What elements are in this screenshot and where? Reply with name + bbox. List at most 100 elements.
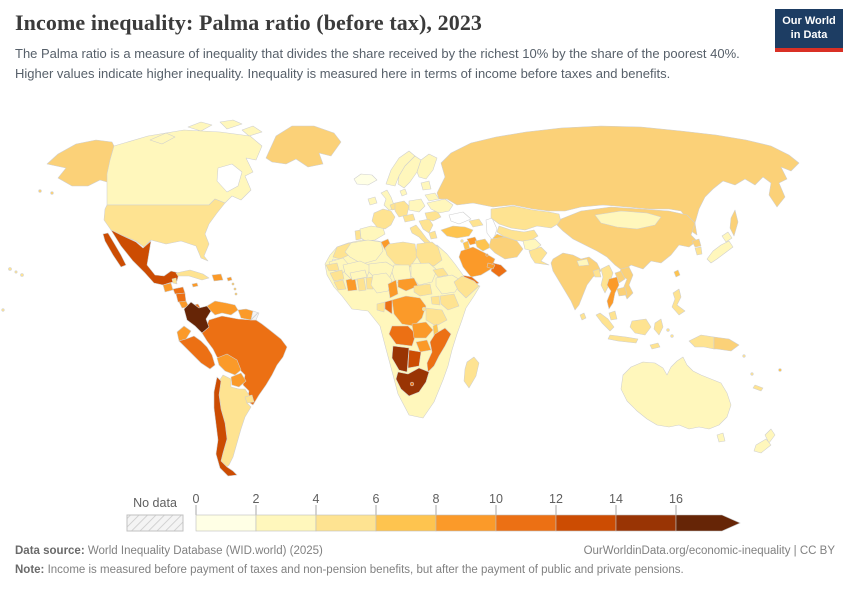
country-iraq[interactable] (474, 238, 492, 252)
country-belarus[interactable] (424, 192, 440, 202)
aleutian-islands[interactable] (50, 191, 54, 195)
legend-bin-8-10[interactable] (435, 514, 497, 532)
island-sumatra[interactable] (595, 312, 615, 332)
country-bangladesh[interactable] (592, 268, 602, 278)
legend-bin-6-8[interactable] (375, 514, 437, 532)
island-sulawesi[interactable] (653, 318, 664, 336)
country-uzbekistan[interactable] (496, 225, 539, 243)
owid-logo[interactable]: Our World in Data (775, 9, 843, 52)
country-bolivia[interactable] (216, 353, 242, 376)
country-usa[interactable] (103, 198, 226, 262)
country-greenland[interactable] (265, 125, 342, 168)
country-angola[interactable] (388, 325, 417, 347)
country-ukraine[interactable] (426, 198, 454, 214)
island-vanuatu[interactable] (750, 372, 754, 376)
region-caucasus[interactable] (468, 218, 484, 228)
country-mongolia[interactable] (594, 210, 662, 230)
region-indonesian-papua[interactable] (688, 334, 715, 350)
island-java[interactable] (607, 334, 639, 344)
country-brazil[interactable] (201, 315, 288, 406)
country-congo[interactable] (384, 299, 393, 315)
region-czech-austria[interactable] (402, 213, 416, 223)
baja-california[interactable] (102, 232, 127, 268)
country-peru[interactable] (178, 335, 216, 370)
lesser-antilles[interactable] (233, 287, 237, 291)
country-chile[interactable] (213, 376, 238, 477)
lesser-antilles[interactable] (231, 282, 235, 286)
island-sakhalin[interactable] (729, 209, 739, 237)
country-ireland[interactable] (367, 196, 378, 206)
country-south-sudan[interactable] (413, 283, 433, 297)
legend-bin-0-2[interactable] (195, 514, 257, 532)
legend-bin-10-12[interactable] (495, 514, 557, 532)
country-central-african-republic[interactable] (397, 277, 419, 292)
country-oman[interactable] (490, 262, 508, 278)
country-guyana-suriname[interactable] (237, 308, 254, 321)
canada-arctic-islands[interactable] (187, 121, 213, 132)
country-botswana[interactable] (407, 349, 422, 369)
country-myanmar[interactable] (600, 264, 614, 294)
country-china[interactable] (556, 206, 698, 272)
island-solomon[interactable] (742, 354, 746, 358)
country-jamaica[interactable] (191, 282, 199, 288)
country-papua-new-guinea[interactable] (713, 336, 740, 352)
country-uae[interactable] (486, 262, 496, 270)
region-baltics[interactable] (420, 180, 432, 191)
lesser-antilles[interactable] (234, 292, 238, 296)
country-poland[interactable] (408, 198, 426, 213)
country-senegal[interactable] (325, 262, 340, 272)
country-kuwait[interactable] (485, 253, 489, 257)
region-sierra-leone-liberia[interactable] (333, 279, 347, 291)
country-alaska[interactable] (46, 139, 115, 187)
country-ecuador[interactable] (176, 325, 192, 342)
canada-arctic-islands[interactable] (219, 119, 243, 130)
country-pakistan[interactable] (528, 246, 550, 266)
country-canada[interactable] (106, 129, 263, 206)
pacific-islet[interactable] (1, 308, 5, 312)
country-mexico[interactable] (110, 229, 180, 286)
country-finland[interactable] (416, 153, 438, 180)
country-kazakhstan[interactable] (490, 205, 562, 231)
country-afghanistan[interactable] (522, 238, 542, 252)
region-rwanda-burundi[interactable] (421, 306, 427, 312)
country-saudi-arabia[interactable] (458, 246, 496, 278)
country-germany[interactable] (394, 200, 410, 218)
island-moluccas[interactable] (670, 334, 674, 338)
country-cote-divoire[interactable] (345, 277, 358, 292)
country-romania[interactable] (424, 210, 442, 222)
canada-arctic-islands[interactable] (241, 125, 263, 137)
country-malaysia[interactable] (608, 310, 618, 321)
country-cameroon[interactable] (387, 279, 399, 299)
island-new-caledonia[interactable] (752, 384, 764, 392)
hawaii-islands[interactable] (20, 273, 24, 277)
island-cyprus[interactable] (460, 239, 464, 243)
country-zambia[interactable] (411, 321, 434, 339)
country-new-zealand-north[interactable] (764, 428, 776, 444)
country-paraguay[interactable] (230, 372, 247, 388)
country-tanzania[interactable] (425, 307, 448, 327)
country-guinea[interactable] (329, 269, 345, 282)
country-new-zealand-south[interactable] (753, 438, 772, 454)
legend-bin-4-6[interactable] (315, 514, 377, 532)
country-thailand[interactable] (606, 276, 620, 310)
aleutian-islands[interactable] (38, 189, 42, 193)
country-greece[interactable] (428, 230, 438, 240)
island-moluccas[interactable] (666, 328, 670, 332)
legend-bin-14-16[interactable] (615, 514, 677, 532)
island-fiji[interactable] (778, 368, 782, 372)
country-burkina-faso[interactable] (349, 269, 368, 281)
country-gabon[interactable] (376, 301, 386, 313)
country-turkey[interactable] (440, 225, 474, 239)
country-australia[interactable] (620, 356, 732, 430)
country-zimbabwe[interactable] (415, 339, 432, 353)
country-india[interactable] (550, 252, 602, 311)
region-togo-benin[interactable] (365, 276, 374, 290)
country-ethiopia[interactable] (435, 274, 463, 295)
country-nigeria[interactable] (370, 272, 393, 294)
legend-bin-12-14[interactable] (555, 514, 617, 532)
legend-bin-2-4[interactable] (255, 514, 317, 532)
country-drc[interactable] (391, 295, 427, 327)
island-hispaniola[interactable] (211, 273, 224, 282)
island-taiwan[interactable] (673, 269, 681, 278)
country-kenya[interactable] (439, 293, 460, 311)
